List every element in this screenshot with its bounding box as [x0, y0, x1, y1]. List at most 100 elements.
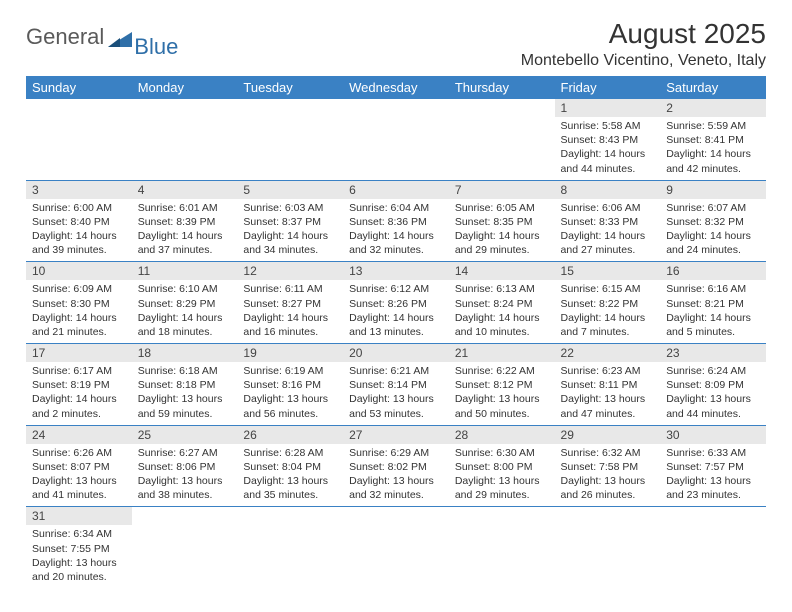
day-number: 11 [132, 262, 238, 280]
calendar-header-row: SundayMondayTuesdayWednesdayThursdayFrid… [26, 76, 766, 99]
calendar-cell: 19Sunrise: 6:19 AMSunset: 8:16 PMDayligh… [237, 344, 343, 426]
daylight-line: Daylight: 14 hours and 24 minutes. [666, 229, 760, 257]
day-details: Sunrise: 6:27 AMSunset: 8:06 PMDaylight:… [132, 444, 238, 507]
calendar-cell [26, 99, 132, 180]
location: Montebello Vicentino, Veneto, Italy [521, 52, 766, 70]
sunrise-line: Sunrise: 6:15 AM [561, 282, 655, 296]
day-details: Sunrise: 6:10 AMSunset: 8:29 PMDaylight:… [132, 280, 238, 343]
sunrise-line: Sunrise: 6:24 AM [666, 364, 760, 378]
day-details: Sunrise: 6:23 AMSunset: 8:11 PMDaylight:… [555, 362, 661, 425]
calendar-cell: 23Sunrise: 6:24 AMSunset: 8:09 PMDayligh… [660, 344, 766, 426]
logo-text-general: General [26, 24, 104, 50]
sunset-line: Sunset: 8:24 PM [455, 297, 549, 311]
day-number: 27 [343, 426, 449, 444]
calendar-cell [237, 99, 343, 180]
day-number: 20 [343, 344, 449, 362]
logo-sail-icon [108, 30, 134, 48]
sunrise-line: Sunrise: 6:12 AM [349, 282, 443, 296]
day-details: Sunrise: 6:24 AMSunset: 8:09 PMDaylight:… [660, 362, 766, 425]
calendar-cell: 31Sunrise: 6:34 AMSunset: 7:55 PMDayligh… [26, 507, 132, 588]
calendar-week-row: 17Sunrise: 6:17 AMSunset: 8:19 PMDayligh… [26, 344, 766, 426]
sunrise-line: Sunrise: 6:05 AM [455, 201, 549, 215]
sunrise-line: Sunrise: 6:01 AM [138, 201, 232, 215]
calendar-cell: 25Sunrise: 6:27 AMSunset: 8:06 PMDayligh… [132, 425, 238, 507]
sunrise-line: Sunrise: 6:03 AM [243, 201, 337, 215]
daylight-line: Daylight: 13 hours and 32 minutes. [349, 474, 443, 502]
day-header: Saturday [660, 76, 766, 99]
calendar-cell: 26Sunrise: 6:28 AMSunset: 8:04 PMDayligh… [237, 425, 343, 507]
calendar-cell: 4 Sunrise: 6:01 AMSunset: 8:39 PMDaylight… [132, 180, 238, 262]
daylight-line: Daylight: 13 hours and 44 minutes. [666, 392, 760, 420]
calendar-cell: 27Sunrise: 6:29 AMSunset: 8:02 PMDayligh… [343, 425, 449, 507]
sunrise-line: Sunrise: 6:11 AM [243, 282, 337, 296]
daylight-line: Daylight: 14 hours and 37 minutes. [138, 229, 232, 257]
sunset-line: Sunset: 7:58 PM [561, 460, 655, 474]
calendar-cell: 6Sunrise: 6:04 AMSunset: 8:36 PMDaylight… [343, 180, 449, 262]
calendar-cell: 3Sunrise: 6:00 AMSunset: 8:40 PMDaylight… [26, 180, 132, 262]
calendar-cell: 10Sunrise: 6:09 AMSunset: 8:30 PMDayligh… [26, 262, 132, 344]
sunrise-line: Sunrise: 6:10 AM [138, 282, 232, 296]
day-number: 28 [449, 426, 555, 444]
daylight-line: Daylight: 14 hours and 42 minutes. [666, 147, 760, 175]
sunset-line: Sunset: 7:55 PM [32, 542, 126, 556]
day-details: Sunrise: 6:17 AMSunset: 8:19 PMDaylight:… [26, 362, 132, 425]
daylight-line: Daylight: 14 hours and 5 minutes. [666, 311, 760, 339]
calendar-cell: 7Sunrise: 6:05 AMSunset: 8:35 PMDaylight… [449, 180, 555, 262]
daylight-line: Daylight: 14 hours and 39 minutes. [32, 229, 126, 257]
calendar-week-row: 31Sunrise: 6:34 AMSunset: 7:55 PMDayligh… [26, 507, 766, 588]
day-details: Sunrise: 6:18 AMSunset: 8:18 PMDaylight:… [132, 362, 238, 425]
sunset-line: Sunset: 8:32 PM [666, 215, 760, 229]
calendar-cell: 17Sunrise: 6:17 AMSunset: 8:19 PMDayligh… [26, 344, 132, 426]
day-number: 26 [237, 426, 343, 444]
sunset-line: Sunset: 8:30 PM [32, 297, 126, 311]
day-details: Sunrise: 6:19 AMSunset: 8:16 PMDaylight:… [237, 362, 343, 425]
day-number: 7 [449, 181, 555, 199]
day-details: Sunrise: 6:00 AMSunset: 8:40 PMDaylight:… [26, 199, 132, 262]
calendar-cell: 14Sunrise: 6:13 AMSunset: 8:24 PMDayligh… [449, 262, 555, 344]
calendar-cell: 15Sunrise: 6:15 AMSunset: 8:22 PMDayligh… [555, 262, 661, 344]
daylight-line: Daylight: 13 hours and 38 minutes. [138, 474, 232, 502]
sunset-line: Sunset: 8:21 PM [666, 297, 760, 311]
sunset-line: Sunset: 8:22 PM [561, 297, 655, 311]
sunset-line: Sunset: 8:18 PM [138, 378, 232, 392]
day-details: Sunrise: 6:34 AMSunset: 7:55 PMDaylight:… [26, 525, 132, 588]
daylight-line: Daylight: 13 hours and 26 minutes. [561, 474, 655, 502]
sunset-line: Sunset: 7:57 PM [666, 460, 760, 474]
daylight-line: Daylight: 14 hours and 18 minutes. [138, 311, 232, 339]
day-header: Thursday [449, 76, 555, 99]
calendar-week-row: 24Sunrise: 6:26 AMSunset: 8:07 PMDayligh… [26, 425, 766, 507]
day-details: Sunrise: 6:07 AMSunset: 8:32 PMDaylight:… [660, 199, 766, 262]
calendar-cell: 29Sunrise: 6:32 AMSunset: 7:58 PMDayligh… [555, 425, 661, 507]
daylight-line: Daylight: 13 hours and 47 minutes. [561, 392, 655, 420]
day-details: Sunrise: 6:12 AMSunset: 8:26 PMDaylight:… [343, 280, 449, 343]
calendar-cell: 20Sunrise: 6:21 AMSunset: 8:14 PMDayligh… [343, 344, 449, 426]
calendar-cell: 30Sunrise: 6:33 AMSunset: 7:57 PMDayligh… [660, 425, 766, 507]
day-number: 14 [449, 262, 555, 280]
title-block: August 2025 Montebello Vicentino, Veneto… [521, 18, 766, 70]
calendar-cell [343, 99, 449, 180]
daylight-line: Daylight: 14 hours and 29 minutes. [455, 229, 549, 257]
calendar-cell [660, 507, 766, 588]
calendar-cell [449, 507, 555, 588]
daylight-line: Daylight: 14 hours and 16 minutes. [243, 311, 337, 339]
sunrise-line: Sunrise: 6:33 AM [666, 446, 760, 460]
sunset-line: Sunset: 8:39 PM [138, 215, 232, 229]
sunset-line: Sunset: 8:40 PM [32, 215, 126, 229]
day-details: Sunrise: 6:32 AMSunset: 7:58 PMDaylight:… [555, 444, 661, 507]
logo-text-blue: Blue [134, 34, 178, 60]
day-number: 4 [132, 181, 238, 199]
day-number: 3 [26, 181, 132, 199]
sunrise-line: Sunrise: 6:22 AM [455, 364, 549, 378]
daylight-line: Daylight: 14 hours and 21 minutes. [32, 311, 126, 339]
day-details: Sunrise: 6:29 AMSunset: 8:02 PMDaylight:… [343, 444, 449, 507]
sunset-line: Sunset: 8:12 PM [455, 378, 549, 392]
day-header: Monday [132, 76, 238, 99]
month-title: August 2025 [521, 18, 766, 50]
day-number: 17 [26, 344, 132, 362]
daylight-line: Daylight: 13 hours and 41 minutes. [32, 474, 126, 502]
day-details: Sunrise: 6:15 AMSunset: 8:22 PMDaylight:… [555, 280, 661, 343]
day-number: 6 [343, 181, 449, 199]
daylight-line: Daylight: 14 hours and 34 minutes. [243, 229, 337, 257]
daylight-line: Daylight: 14 hours and 32 minutes. [349, 229, 443, 257]
sunset-line: Sunset: 8:43 PM [561, 133, 655, 147]
